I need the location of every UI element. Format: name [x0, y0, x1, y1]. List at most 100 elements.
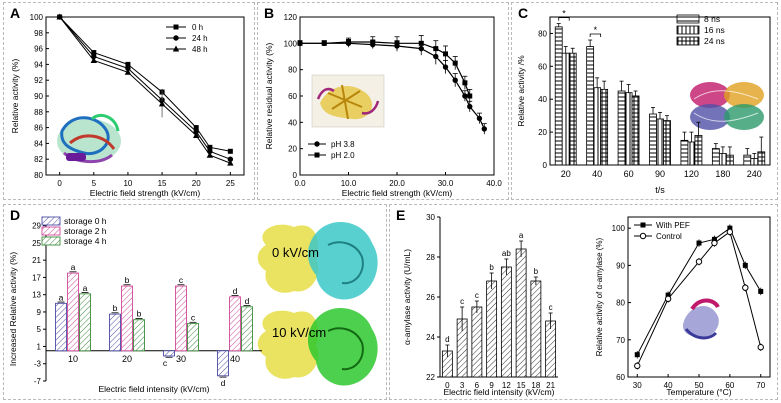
data-point — [91, 53, 97, 60]
data-point — [467, 103, 473, 110]
bar — [229, 296, 241, 352]
significance-letter: b — [125, 275, 130, 285]
surface-structure-0kv — [257, 221, 378, 300]
panel-b: B 0.0 10.0 20.0 30.0 40.0 0 20 40 60 80 100 120 Elec… — [257, 2, 509, 200]
y-axis-label: α-amylase activity (U/mL) — [402, 249, 412, 345]
x-tick-label: 120 — [684, 169, 699, 179]
significance-letter: c — [475, 291, 479, 300]
legend-swatch — [676, 36, 700, 46]
data-point — [634, 362, 641, 370]
y-tick-label: 24 — [426, 333, 435, 342]
y-tick-label: 9 — [37, 308, 42, 317]
x-tick-label: 60 — [725, 381, 734, 390]
x-tick-label: 50 — [695, 381, 704, 390]
y-tick-label: 20 — [288, 145, 297, 154]
y-axis-label: Relative activity (%) — [10, 59, 20, 134]
chart-e: 22 24 26 28 30 d 0 c 3 c 6 b 9 ab 12 a 15 b 18 c 21Electric … — [402, 213, 771, 397]
y-axis-label: Relative residual activity (%) — [264, 42, 274, 149]
significance-letter: c — [549, 303, 553, 312]
y-axis-label: Increased Relative activity (%) — [8, 252, 18, 366]
panel-e: E 22 24 26 28 30 d 0 c 3 c 6 b 9 ab 12 a 15 b 18 c 21 Electri… — [389, 204, 778, 400]
y-tick-label: -7 — [34, 377, 42, 386]
bar — [530, 280, 542, 378]
x-tick-label: 10.0 — [341, 179, 357, 188]
bar — [680, 139, 689, 166]
data-point — [634, 352, 640, 358]
significance-letter: b — [534, 267, 539, 276]
y-tick-label: 17 — [32, 273, 41, 282]
significance-letter: a — [71, 262, 76, 272]
bar — [663, 120, 671, 166]
bar — [55, 302, 67, 352]
y-tick-label: 60 — [538, 62, 547, 71]
legend-swatch — [676, 14, 700, 24]
legend-swatch — [676, 25, 700, 35]
x-tick-label: 70 — [756, 381, 765, 390]
data-point — [125, 65, 131, 72]
chart-d: 0 kV/cm 10 kV/cm -7 -3 1 5 9 13 17 21 25 29 10 a a a 2… — [8, 216, 378, 394]
legend-label: 48 h — [192, 45, 208, 54]
data-point — [452, 77, 458, 83]
x-tick-label: 9 — [489, 381, 494, 390]
y-tick-label: 21 — [32, 256, 41, 265]
y-tick-label: 13 — [32, 291, 41, 300]
data-point — [193, 128, 199, 135]
y-tick-label: 88 — [34, 108, 43, 117]
data-point — [695, 258, 703, 265]
data-point — [394, 40, 400, 46]
bar — [568, 52, 577, 166]
bar — [109, 313, 121, 352]
x-tick-label: 10 — [123, 179, 132, 188]
bar — [649, 113, 657, 166]
data-point — [193, 132, 200, 138]
y-tick-label: 1 — [37, 342, 42, 351]
legend-label: 8 ns — [704, 14, 720, 24]
legend-label: With PEF — [656, 221, 690, 230]
legend-marker — [314, 141, 320, 147]
data-point — [193, 125, 199, 131]
x-tick-label: 18 — [531, 381, 540, 390]
data-point — [433, 46, 439, 52]
y-tick-label: 60 — [288, 92, 297, 101]
panel-e-label: E — [396, 207, 406, 223]
x-tick-label: 5 — [92, 179, 97, 188]
bar — [711, 148, 720, 166]
significance-letter: a — [519, 231, 524, 240]
legend-label: 24 h — [192, 34, 208, 43]
data-point — [56, 13, 63, 20]
bar — [515, 248, 527, 378]
bar — [471, 306, 483, 378]
bar — [554, 26, 563, 166]
y-tick-label: 96 — [34, 45, 43, 54]
x-tick-label: 30.0 — [438, 179, 454, 188]
data-point — [207, 144, 213, 150]
chart-c: 0 20 40 60 80 20 40 60 90 120 180 240 * * t/s Relative … — [516, 9, 771, 195]
y-tick-label: 92 — [34, 76, 43, 85]
x-tick-label: 20.0 — [389, 179, 405, 188]
x-tick-label: 6 — [475, 381, 480, 390]
legend-label: 16 ns — [704, 25, 725, 35]
significance-bracket — [589, 33, 602, 38]
data-point — [452, 60, 458, 66]
x-axis-label: Electric field intensity (kV/cm) — [99, 384, 210, 394]
y-tick-label: 29 — [32, 222, 41, 231]
x-tick-label: 15 — [517, 381, 526, 390]
structure-label-10kv: 10 kV/cm — [272, 325, 326, 340]
bar — [241, 306, 253, 352]
data-point — [726, 228, 734, 236]
data-point — [742, 262, 748, 268]
y-axis-label: Relative activity /% — [516, 55, 526, 127]
protein-structure-a — [57, 114, 121, 163]
significance-letter: d — [221, 378, 226, 388]
significance-letter: b — [489, 263, 494, 272]
data-point — [481, 126, 487, 132]
y-tick-label: 94 — [34, 60, 43, 69]
legend-marker — [640, 222, 646, 228]
y-tick-label: 90 — [616, 261, 625, 270]
y-tick-label: 80 — [616, 299, 625, 308]
x-tick-label: 240 — [747, 169, 762, 179]
y-tick-label: 30 — [426, 213, 435, 222]
data-point — [227, 159, 234, 166]
x-tick-label: 21 — [546, 381, 555, 390]
y-tick-label: 40 — [538, 95, 547, 104]
